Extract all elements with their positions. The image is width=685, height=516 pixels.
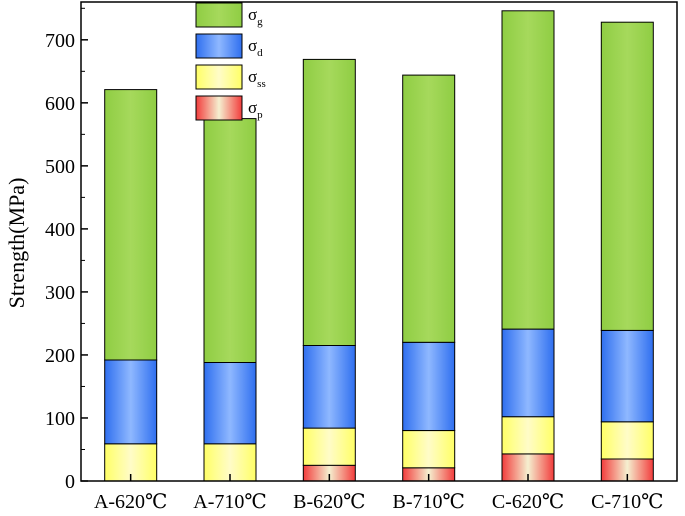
y-tick-label: 400 [45, 219, 75, 241]
y-tick-label: 700 [45, 30, 75, 52]
bar-g-1 [104, 89, 158, 361]
x-tick-label: B-620℃ [293, 491, 365, 513]
legend-label-ss: σss [248, 67, 266, 90]
legend-label-g: σg [248, 5, 263, 28]
legend-swatch-ss [195, 64, 243, 90]
x-tick-label: C-620℃ [492, 491, 564, 513]
bar-d-1 [104, 359, 158, 445]
bar-d-6 [600, 329, 654, 423]
bar-d-4 [402, 341, 456, 431]
y-tick-label: 300 [45, 282, 75, 304]
bar-ss-4 [402, 430, 456, 469]
y-tick-label: 200 [45, 345, 75, 367]
bar-d-5 [501, 328, 555, 418]
bar-d-3 [302, 345, 356, 429]
y-tick-label: 100 [45, 408, 75, 430]
bar-g-5 [501, 10, 555, 330]
legend-swatch-g [195, 2, 243, 28]
y-tick-label: 500 [45, 156, 75, 178]
bar-g-6 [600, 21, 654, 331]
legend-label-d: σd [248, 36, 263, 59]
bar-ss-3 [302, 427, 356, 466]
bar-g-2 [203, 118, 257, 363]
plot-frame [80, 1, 678, 482]
x-tick-label: A-620℃ [94, 491, 167, 513]
x-tick-label: B-710℃ [393, 491, 465, 513]
bar-ss-6 [600, 421, 654, 460]
y-axis-title: Strength(MPa) [4, 178, 29, 309]
bar-ss-5 [501, 416, 555, 455]
legend-swatch-d [195, 33, 243, 59]
legend-label-p: σp [248, 98, 263, 121]
x-tick-label: C-710℃ [591, 491, 663, 513]
y-tick-label: 600 [45, 93, 75, 115]
plot-area: A-620℃ A-710℃ B-620℃ B-710℃ C-620℃ C-710℃ [94, 10, 663, 513]
legend: σg σd σss σp [195, 2, 266, 121]
y-tick-label: 0 [65, 471, 75, 493]
bar-g-4 [402, 74, 456, 343]
bar-g-3 [302, 58, 356, 347]
axes: 0 100 200 300 400 500 600 700 [45, 1, 678, 493]
legend-swatch-p [195, 95, 243, 121]
x-tick-label: A-710℃ [193, 491, 266, 513]
bar-d-2 [203, 362, 257, 445]
